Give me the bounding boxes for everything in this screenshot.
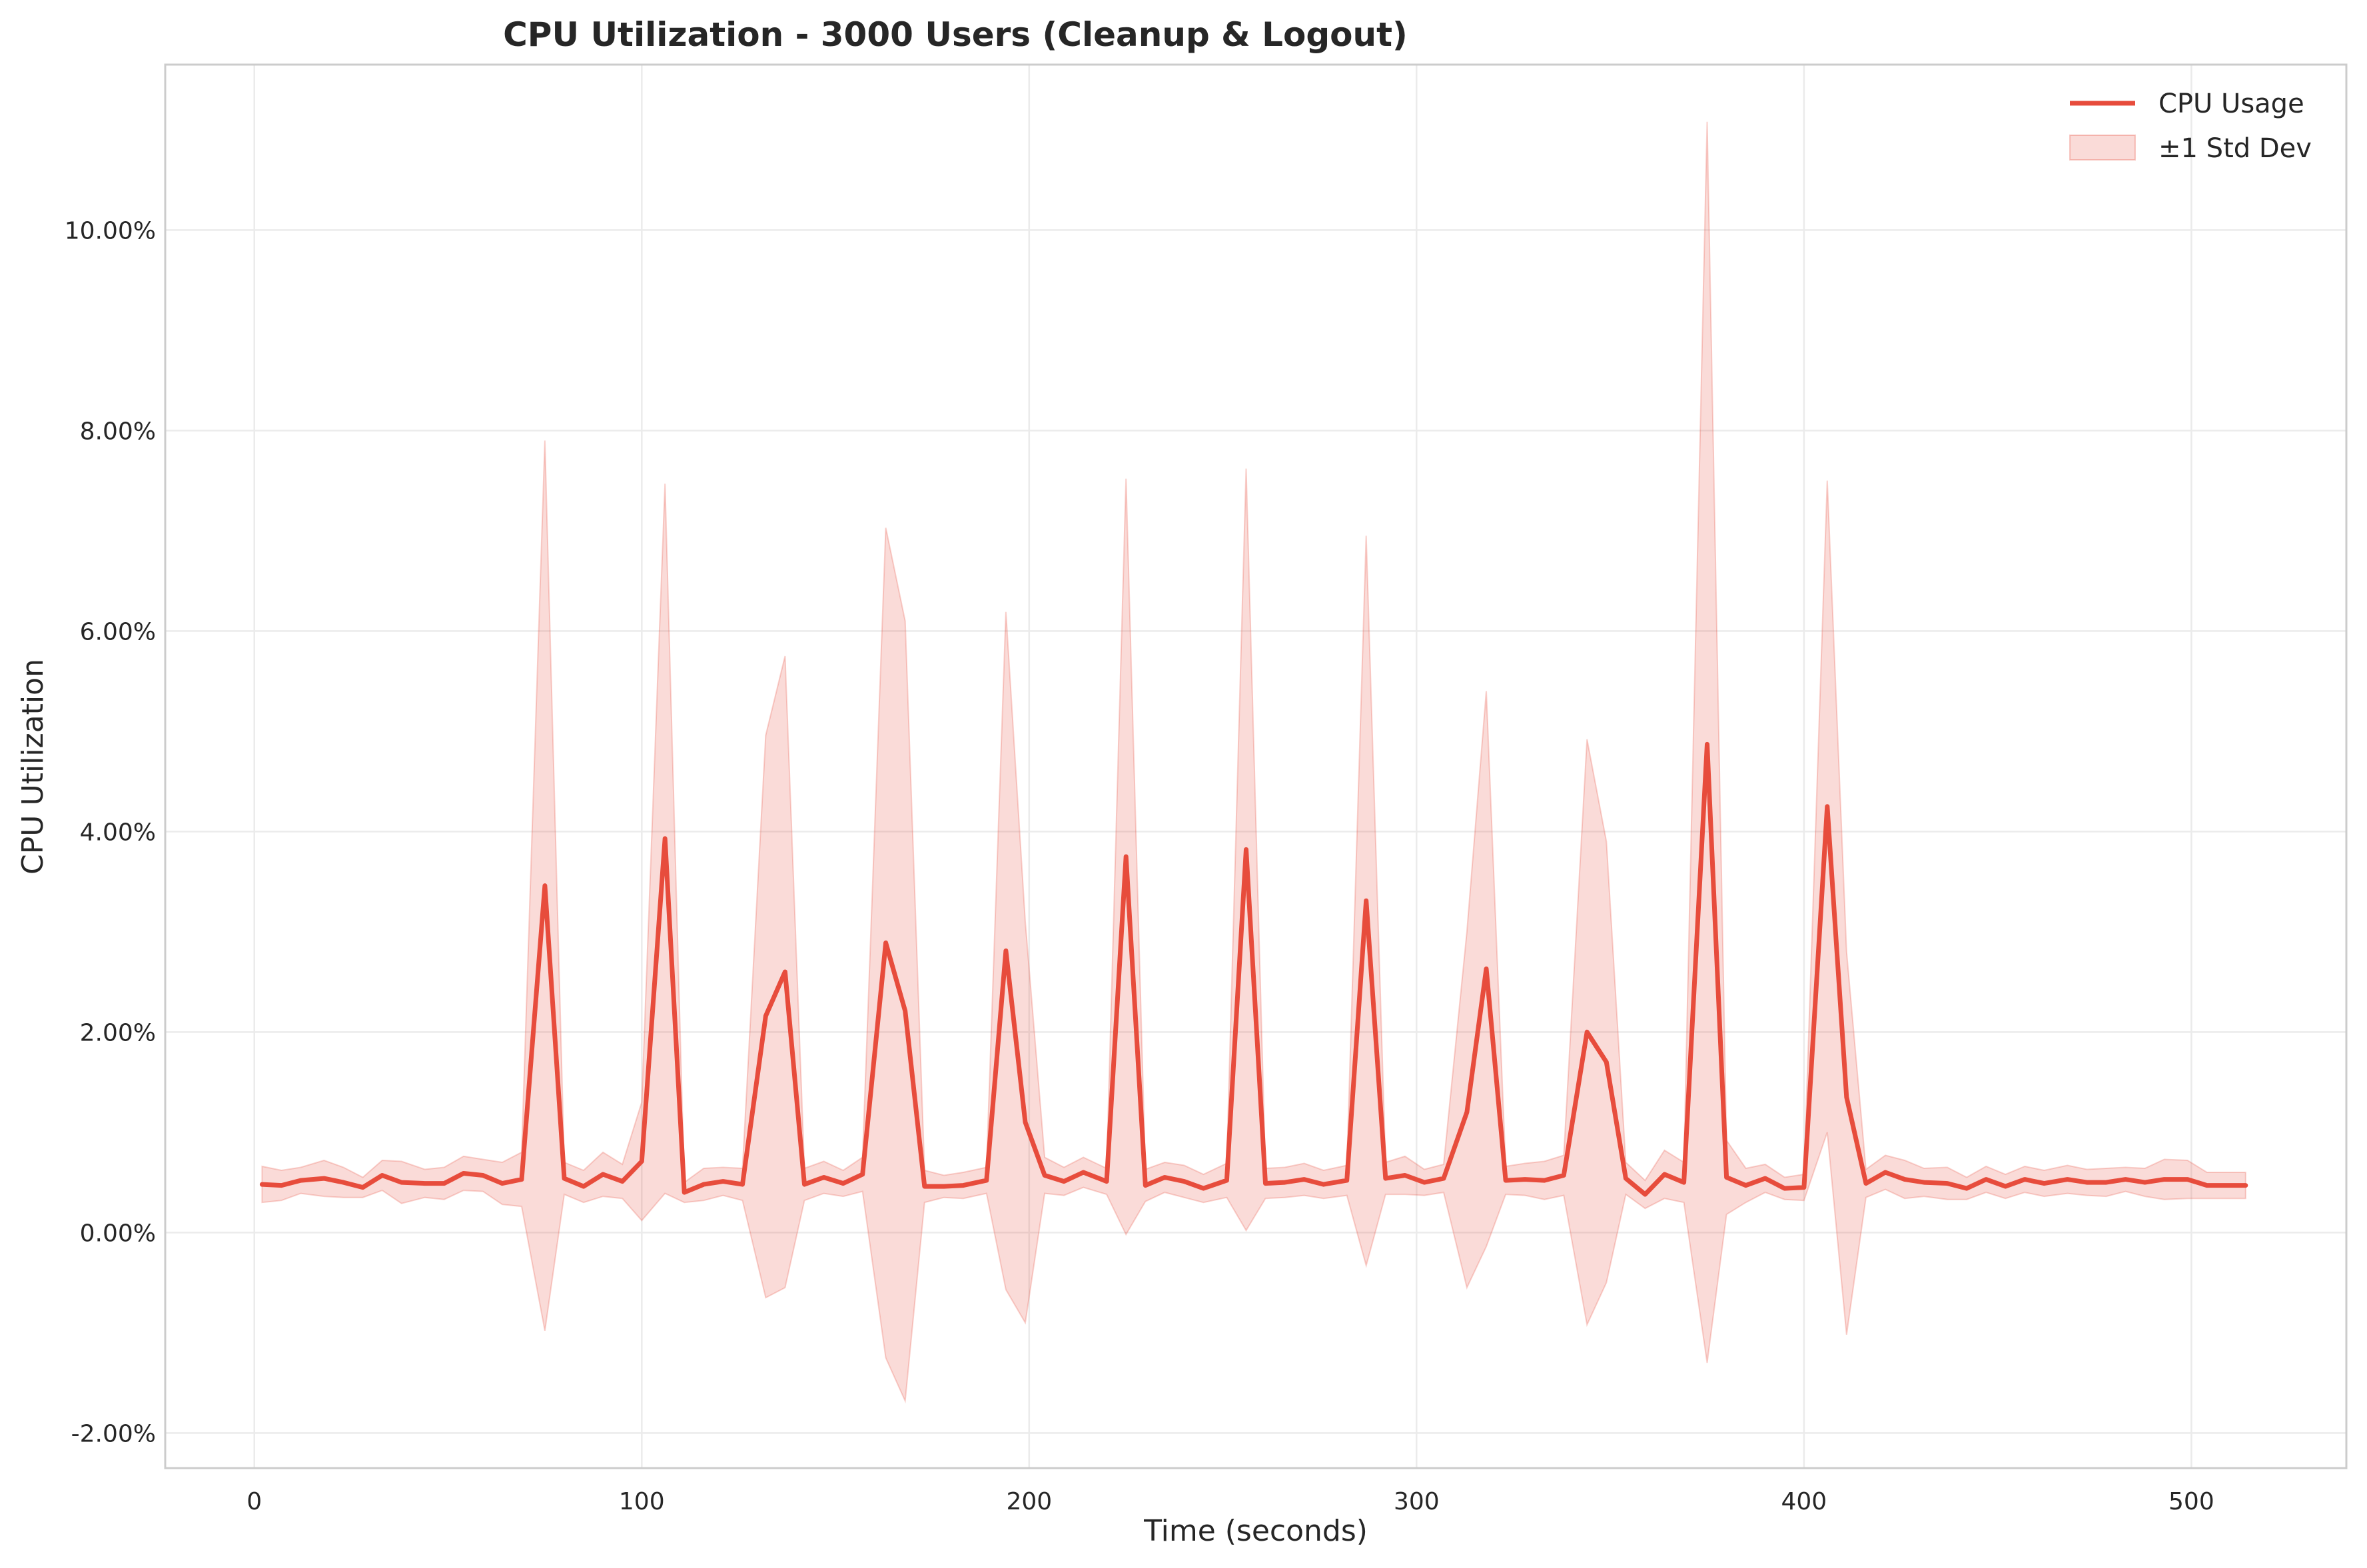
chart-title: CPU Utilization - 3000 Users (Cleanup & … bbox=[503, 15, 1408, 54]
plot-area-frame bbox=[164, 63, 2348, 1469]
x-tick-labels: 0 100 200 300 400 500 bbox=[246, 1488, 2214, 1515]
y-tick-label: 4.00% bbox=[80, 819, 156, 846]
cpu-usage-line bbox=[259, 741, 2248, 1197]
y-tick-label: 8.00% bbox=[80, 418, 156, 445]
y-tick-label: 2.00% bbox=[80, 1019, 156, 1046]
x-tick-label: 400 bbox=[1781, 1488, 1827, 1515]
legend-band-swatch bbox=[2069, 135, 2136, 161]
cpu-usage-line-layer bbox=[259, 741, 2248, 1197]
x-tick-label: 0 bbox=[246, 1488, 262, 1515]
y-axis-label: CPU Utilization bbox=[16, 659, 50, 875]
y-tick-label: 10.00% bbox=[65, 217, 156, 244]
x-tick-label: 500 bbox=[2168, 1488, 2214, 1515]
x-axis-label: Time (seconds) bbox=[1143, 1514, 1368, 1548]
legend: CPU Usage ±1 Std Dev bbox=[2069, 89, 2312, 164]
x-tick-label: 300 bbox=[1394, 1488, 1440, 1515]
x-tick-label: 200 bbox=[1006, 1488, 1052, 1515]
legend-label-std-dev: ±1 Std Dev bbox=[2158, 133, 2312, 164]
y-tick-labels: -2.00% 0.00% 2.00% 4.00% 6.00% 8.00% 10.00% bbox=[65, 217, 156, 1447]
legend-label-cpu-usage: CPU Usage bbox=[2158, 89, 2304, 119]
y-tick-label: -2.00% bbox=[71, 1420, 156, 1447]
y-tick-label: 6.00% bbox=[80, 618, 156, 645]
y-tick-label: 0.00% bbox=[80, 1220, 156, 1247]
x-tick-label: 100 bbox=[619, 1488, 665, 1515]
